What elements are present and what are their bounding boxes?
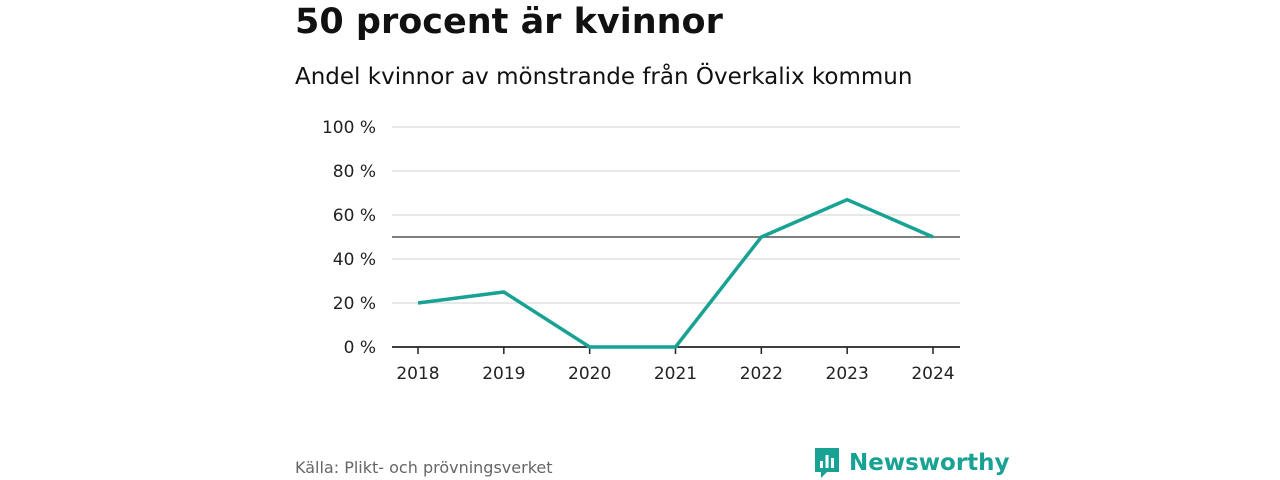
y-tick-label: 0 % [344,338,376,358]
chart-title: 50 procent är kvinnor [295,2,723,42]
x-tick-label: 2022 [740,364,783,384]
newsworthy-logo-icon [813,446,841,480]
x-axis-tick-labels: 2018 2019 2020 2021 2022 2023 2024 [396,364,954,384]
y-axis-tick-labels: 0 % 20 % 40 % 60 % 80 % 100 % [322,118,376,358]
x-tick-label: 2021 [654,364,697,384]
x-tick-label: 2024 [911,364,954,384]
series-layer [417,197,934,349]
chart-subtitle: Andel kvinnor av mönstrande från Överkal… [295,64,913,90]
y-tick-label: 100 % [322,118,376,138]
x-tick-label: 2020 [568,364,611,384]
x-tick-label: 2019 [482,364,525,384]
y-tick-label: 80 % [333,162,376,182]
x-tick-label: 2023 [826,364,869,384]
grid-lines [392,126,960,304]
y-tick-label: 60 % [333,206,376,226]
series-line [417,197,934,349]
source-note: Källa: Plikt- och prövningsverket [295,458,553,477]
y-tick-label: 20 % [333,294,376,314]
brand-name: Newsworthy [849,450,1010,476]
y-tick-label: 40 % [333,250,376,270]
brand-logo: Newsworthy [813,446,1010,480]
x-tick-label: 2018 [396,364,439,384]
